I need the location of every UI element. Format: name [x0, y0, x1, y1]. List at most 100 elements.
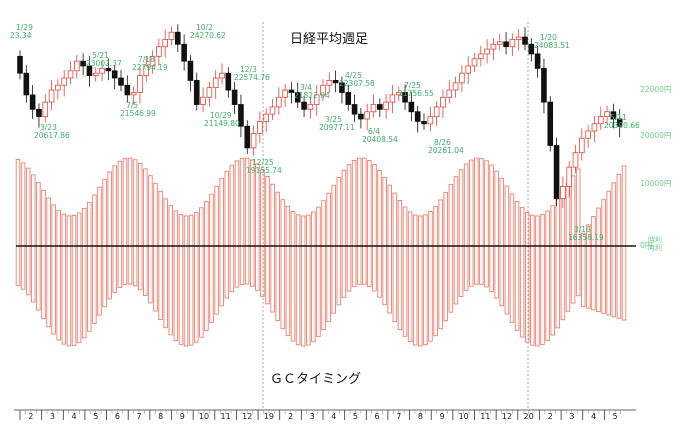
month-label: 7 [136, 412, 141, 421]
annotation-date: 3/25 [325, 115, 342, 124]
price-tick-label: 22000円 [640, 85, 671, 94]
annotation-value: 19155.74 [246, 166, 282, 175]
candle-body [509, 39, 516, 48]
oscillator-bar [275, 191, 280, 321]
candle-body [358, 113, 364, 120]
annotation-value: 20390.66 [604, 121, 640, 130]
month-label: 2 [288, 412, 293, 421]
oscillator-bar [219, 177, 224, 307]
candle-body [452, 82, 459, 91]
candle-body [105, 67, 112, 72]
candle-body [67, 70, 74, 79]
candle-body [370, 104, 377, 113]
month-label: 10 [199, 412, 209, 421]
oscillator-bar [621, 165, 627, 321]
oscillator-bar [87, 201, 92, 332]
oscillator-bar [519, 207, 525, 338]
candle-body [187, 60, 194, 81]
oscillator-bar [524, 211, 530, 343]
candle-body [92, 72, 99, 77]
month-label: 8 [418, 412, 423, 421]
oscillator-bar [173, 210, 179, 342]
annotation-date: 3/4 [300, 83, 312, 92]
oscillator-bar [153, 182, 158, 312]
oscillator-bar [92, 194, 97, 325]
annotation-value: 22574.76 [234, 73, 270, 82]
candle-body [616, 118, 623, 127]
oscillator-bar [107, 171, 112, 300]
oscillator-bar [418, 215, 423, 347]
oscillator-bar [356, 157, 362, 285]
oscillator-bar [428, 211, 433, 342]
oscillator-bar [575, 168, 581, 297]
oscillator-bar [51, 204, 56, 335]
candle-body [175, 31, 181, 45]
candle-body [313, 94, 320, 105]
month-label: 3 [50, 412, 55, 421]
oscillator-bar [46, 197, 51, 328]
oscillator-bar [66, 215, 72, 347]
oscillator-bar [71, 215, 77, 346]
candle-body [200, 96, 206, 105]
candle-body [585, 130, 591, 139]
annotation-value: 22307.58 [339, 79, 375, 88]
oscillator-bar [489, 164, 494, 293]
oscillator-bar [270, 183, 275, 313]
candle-body [294, 92, 301, 103]
candle-body [212, 77, 219, 89]
oscillator-bar [143, 168, 148, 297]
oscillator-bar [479, 157, 484, 285]
candle-body [74, 60, 80, 72]
candle-body [433, 106, 440, 117]
annotation-date: 12/25 [252, 158, 274, 167]
bottom-title: ＧＣタイミング [270, 372, 361, 387]
candle-body [48, 89, 55, 103]
oscillator-bar [280, 199, 286, 330]
oscillator-bar [596, 207, 601, 313]
candle-body [572, 152, 579, 168]
candle-body [383, 101, 389, 110]
oscillator-bar [535, 215, 540, 347]
annotation-date: 10/29 [210, 111, 232, 120]
oscillator-bar [20, 162, 26, 290]
oscillator-bar [326, 192, 331, 323]
grid-layer [262, 22, 529, 410]
candle-body [553, 145, 560, 199]
candle-body [566, 166, 572, 187]
candle-body [414, 111, 421, 122]
candle-body [541, 67, 547, 103]
right-edge-label: 時利 [648, 235, 662, 244]
candle-body [17, 55, 23, 74]
candlesticks [17, 24, 623, 208]
month-label: 9 [180, 412, 185, 421]
candle-body [478, 53, 484, 60]
right-edge-label: 時利 [648, 243, 662, 252]
oscillator-bar [265, 176, 270, 305]
oscillator-bar [193, 212, 199, 343]
candle-body [345, 92, 352, 105]
candle-body [244, 125, 251, 149]
oscillator-bar [402, 206, 408, 337]
oscillator-bar [336, 177, 342, 306]
month-label: 9 [439, 412, 444, 421]
candle-body [377, 104, 383, 110]
annotation-date: 1/29 [16, 23, 33, 32]
candle-body [515, 36, 522, 40]
oscillator-bar [290, 211, 296, 342]
candle-body [156, 46, 162, 57]
oscillator-bar [530, 214, 535, 346]
month-label: 4 [72, 412, 77, 421]
oscillator-bar [407, 211, 413, 343]
candle-body [534, 53, 541, 69]
oscillator-bar [494, 170, 499, 299]
oscillator-bar [321, 200, 326, 331]
annotation-date: 6/4 [368, 127, 380, 136]
candle-body [421, 120, 427, 125]
candle-body [320, 84, 326, 96]
annotation-date: 7/5 [126, 101, 138, 110]
month-label: 10 [459, 412, 469, 421]
oscillator-bar [372, 164, 377, 292]
month-label: 7 [396, 412, 401, 421]
oscillator-bar [540, 214, 545, 345]
oscillator-bar [199, 207, 204, 338]
